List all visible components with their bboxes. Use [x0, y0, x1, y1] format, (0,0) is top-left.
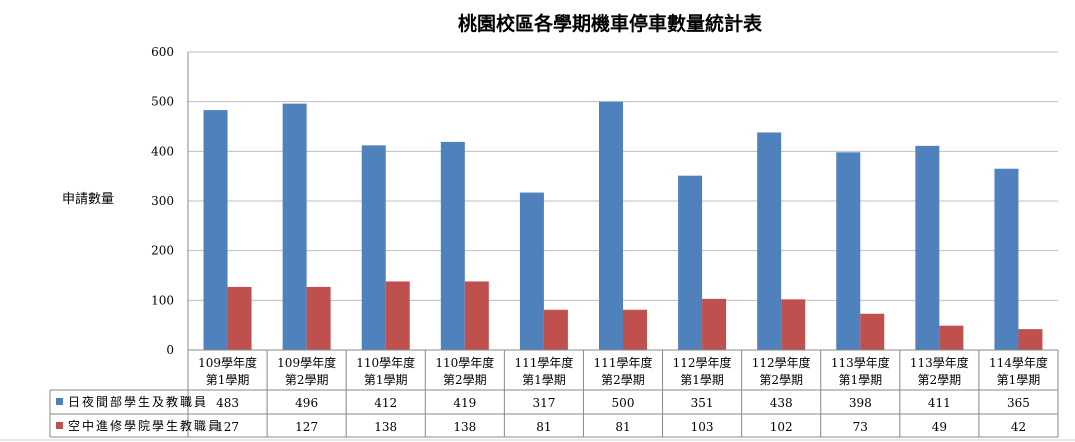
- bar-day: [915, 145, 940, 350]
- data-table-value: 496: [295, 396, 318, 410]
- bar-day: [361, 145, 386, 350]
- bar-extension: [939, 325, 964, 350]
- x-tick-label: 109學年度: [198, 355, 257, 370]
- y-axis-label: 申請數量: [62, 192, 114, 207]
- x-tick-label: 114學年度: [989, 355, 1048, 370]
- data-table-value: 317: [532, 396, 555, 410]
- x-tick-label: 111學年度: [594, 355, 653, 370]
- x-tick-label: 第2學期: [443, 373, 487, 387]
- bar-extension: [227, 286, 252, 350]
- y-tick-label: 0: [166, 343, 174, 357]
- bar-extension: [385, 281, 410, 350]
- data-table-value: 351: [691, 396, 714, 410]
- data-table-value: 81: [615, 420, 630, 434]
- x-tick-label: 第2學期: [601, 373, 645, 387]
- bar-extension: [781, 299, 806, 350]
- data-table-value: 127: [295, 420, 318, 434]
- y-tick-label: 200: [151, 244, 174, 258]
- bar-extension: [543, 309, 568, 350]
- x-tick-label: 112學年度: [673, 355, 732, 370]
- bar-extension: [623, 309, 647, 350]
- bar-day: [203, 110, 228, 350]
- legend-label: 空中進修學院學生教職員: [68, 418, 222, 433]
- x-tick-label: 第1學期: [997, 373, 1041, 387]
- data-table-value: 419: [453, 396, 476, 410]
- data-table-value: 81: [536, 420, 551, 434]
- chart-title: 桃園校區各學期機車停車數量統計表: [458, 12, 763, 35]
- bar-extension: [860, 313, 885, 350]
- y-tick-label: 300: [151, 194, 174, 208]
- x-tick-label: 110學年度: [356, 355, 415, 370]
- bar-day: [282, 103, 307, 350]
- x-tick-label: 第2學期: [918, 373, 962, 387]
- data-table-value: 411: [928, 396, 951, 410]
- x-tick-label: 第1學期: [206, 373, 250, 387]
- bar-extension: [306, 286, 331, 350]
- bar-day: [994, 168, 1019, 350]
- bar-day: [519, 192, 544, 350]
- data-table-value: 103: [691, 420, 714, 434]
- x-tick-label: 第2學期: [759, 373, 803, 387]
- data-table-value: 398: [849, 396, 872, 410]
- data-table-value: 438: [770, 396, 793, 410]
- bar-day: [440, 141, 465, 350]
- data-table-value: 127: [216, 420, 239, 434]
- bar-day: [599, 101, 623, 351]
- bar-extension: [702, 298, 727, 350]
- bar-extension: [1018, 329, 1043, 350]
- x-tick-label: 第1學期: [680, 373, 724, 387]
- x-tick-label: 111學年度: [514, 355, 573, 370]
- data-table-value: 365: [1007, 396, 1030, 410]
- legend-label: 日夜間部學生及教職員: [68, 394, 208, 409]
- x-tick-label: 第1學期: [838, 373, 882, 387]
- x-tick-label: 112學年度: [752, 355, 811, 370]
- data-table-value: 138: [374, 420, 397, 434]
- data-table-value: 500: [612, 396, 635, 410]
- x-tick-label: 第1學期: [522, 373, 566, 387]
- data-table-value: 49: [932, 420, 947, 434]
- x-tick-label: 110學年度: [435, 355, 494, 370]
- x-tick-label: 113學年度: [910, 355, 969, 370]
- bar-day: [678, 175, 703, 350]
- data-table-value: 42: [1011, 420, 1026, 434]
- bar-day: [757, 132, 782, 350]
- data-table-value: 102: [770, 420, 793, 434]
- data-table-value: 483: [216, 396, 239, 410]
- x-tick-label: 第1學期: [364, 373, 408, 387]
- data-table-value: 73: [853, 420, 868, 434]
- data-table-value: 138: [453, 420, 476, 434]
- x-tick-label: 109學年度: [277, 355, 336, 370]
- x-tick-label: 第2學期: [285, 373, 329, 387]
- legend-swatch: [56, 398, 63, 405]
- y-tick-label: 100: [151, 293, 174, 307]
- y-tick-label: 500: [151, 95, 174, 109]
- bar-day: [836, 152, 861, 350]
- x-tick-label: 113學年度: [831, 355, 890, 370]
- y-tick-label: 600: [151, 45, 174, 59]
- legend-swatch: [56, 422, 63, 429]
- bar-extension: [464, 281, 489, 350]
- data-table-value: 412: [374, 396, 397, 410]
- y-tick-label: 400: [151, 144, 174, 158]
